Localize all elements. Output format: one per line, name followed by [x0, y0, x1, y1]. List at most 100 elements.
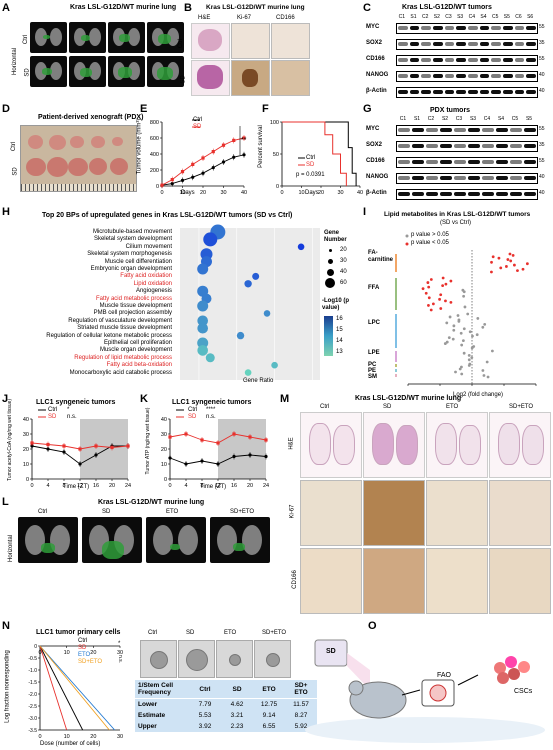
panel-b-col-ki67: Ki-67: [237, 15, 252, 21]
panel-h-color-legend-value: 15: [336, 327, 343, 333]
panel-i-point: [462, 294, 466, 298]
lung-lobe: [372, 423, 394, 465]
tumor-overlay: [156, 66, 173, 80]
panel-i-point: [511, 253, 515, 257]
panel-a-week-label: 7w: [160, 13, 168, 19]
panel-h-chart: 0.10.20.30.4: [180, 224, 320, 380]
panel-c-blot-strip: [396, 87, 538, 98]
panel-h-dot: [236, 331, 245, 340]
tumor-overlay: [41, 68, 52, 76]
panel-g-lane-label: C2: [427, 116, 435, 122]
panel-j-x-tick-label: 16: [93, 483, 99, 487]
panel-letter-n: N: [2, 620, 10, 632]
panel-k-sd-point: [184, 432, 188, 436]
panel-d-row-ctrl: Ctrl: [11, 141, 18, 152]
panel-c-lane-label: S3: [457, 14, 464, 20]
panel-f-xlabel: Days: [305, 190, 319, 196]
panel-i-chart: -2-1012: [395, 234, 537, 386]
band: [398, 144, 410, 148]
panel-k-x-tick-label: 16: [231, 483, 237, 487]
panel-n-legend-item: Ctrl: [78, 638, 88, 644]
panel-a-ct-image: [147, 22, 184, 53]
tumor-ctrl: [112, 136, 123, 147]
panel-i-point: [462, 351, 466, 355]
panel-h-size-legend-title: Gene Number: [324, 230, 347, 243]
band: [479, 74, 490, 78]
panel-i-point: [457, 319, 461, 323]
band: [468, 144, 480, 148]
band: [491, 42, 501, 46]
panel-letter-l: L: [2, 496, 9, 508]
panel-j-dark-phase: [80, 419, 128, 479]
panel-l-orientation: Horizontal: [8, 534, 15, 563]
panel-j-y-tick-label: 0: [26, 477, 29, 483]
band: [468, 26, 478, 30]
panel-n-legend-item: SD+ETO: [78, 659, 103, 665]
panel-l-title: Kras LSL-G12D/WT murine lung: [98, 499, 205, 506]
panel-n-table-header-cell: Ctrl: [189, 680, 221, 699]
panel-g-mw-marker: 55: [539, 126, 545, 132]
panel-h-dot: [197, 322, 209, 334]
panel-n-table-header-cell: ETO: [253, 680, 285, 699]
panel-letter-k: K: [140, 393, 148, 405]
panel-j-chart: 0 4 8 12 16 20 24 0 10 20 30 40: [23, 409, 131, 487]
panel-h-size-legend-value: 60: [340, 280, 347, 286]
band: [524, 176, 536, 180]
band: [398, 42, 408, 46]
panel-l-ct-image: [82, 517, 142, 563]
tumor-overlay: [233, 543, 246, 551]
panel-k-ctrl-point: [248, 453, 252, 457]
panel-j-sd-point: [62, 444, 66, 448]
panel-k-sd-point: [200, 438, 204, 442]
panel-n-sphere-image: [178, 640, 215, 678]
panel-h-term-label: Embryonic organ development: [90, 266, 172, 272]
panel-k-ctrl-point: [232, 454, 236, 459]
panel-g-protein-label: NANOG: [366, 174, 389, 180]
lung-right: [50, 28, 62, 46]
panel-e-sd-point: [191, 162, 195, 166]
panel-a-week-label: 2w: [43, 13, 51, 19]
panel-c-mw-marker: 40: [539, 88, 545, 94]
panel-m-image-he: [489, 412, 551, 478]
band: [421, 26, 431, 30]
band: [398, 74, 408, 78]
lung-left: [74, 28, 86, 46]
panel-e-x-tick-label: 30: [220, 190, 226, 196]
panel-f-x-tick-label: 10: [298, 190, 304, 196]
panel-h-color-legend-value: 14: [336, 338, 343, 344]
panel-f-sd-curve: [282, 121, 347, 186]
band: [526, 42, 536, 46]
panel-h-term-label: Microtubule-based movement: [92, 229, 172, 235]
panel-i-point: [467, 354, 471, 357]
band: [503, 74, 513, 78]
panel-m-col-label: Ctrl: [320, 404, 330, 410]
band: [524, 128, 536, 132]
panel-g-mw-marker: 40: [539, 174, 545, 180]
band: [456, 58, 466, 62]
band: [426, 144, 438, 148]
panel-n-table-row: Estimate 5.53 3.21 9.14 8.27: [135, 710, 317, 721]
panel-e-ctrl-point: [242, 153, 246, 157]
panel-i-xlabel: Log2 (fold change): [453, 392, 504, 398]
panel-i-point: [482, 374, 486, 377]
panel-i-point: [476, 317, 480, 320]
panel-e-sd-point: [170, 178, 174, 182]
panel-n-ylabel: Log fraction nonresponding: [4, 650, 11, 723]
panel-j-y-tick-label: 20: [23, 447, 29, 453]
panel-h-term-label: Angiogenesis: [135, 288, 172, 295]
panel-n-x-tick-label: 0: [38, 734, 41, 740]
panel-m-col-label: ETO: [446, 404, 459, 410]
panel-f-ylabel: Percent survival: [257, 125, 264, 168]
panel-i-point: [429, 308, 433, 312]
panel-f-y-tick-label: 0: [276, 184, 279, 190]
panel-n-sphere-image: [216, 640, 253, 678]
panel-m-image-he: [363, 412, 425, 478]
panel-i-point: [499, 266, 503, 270]
panel-n-img-label: SD+ETO: [262, 630, 287, 636]
panel-i-point: [462, 327, 466, 331]
panel-h-dot: [197, 337, 209, 349]
band: [503, 58, 513, 62]
panel-c-lane-label: S2: [433, 14, 440, 20]
panel-h-term-label: Striated muscle tissue development: [77, 325, 172, 332]
panel-j-x-tick-label: 20: [109, 483, 115, 487]
